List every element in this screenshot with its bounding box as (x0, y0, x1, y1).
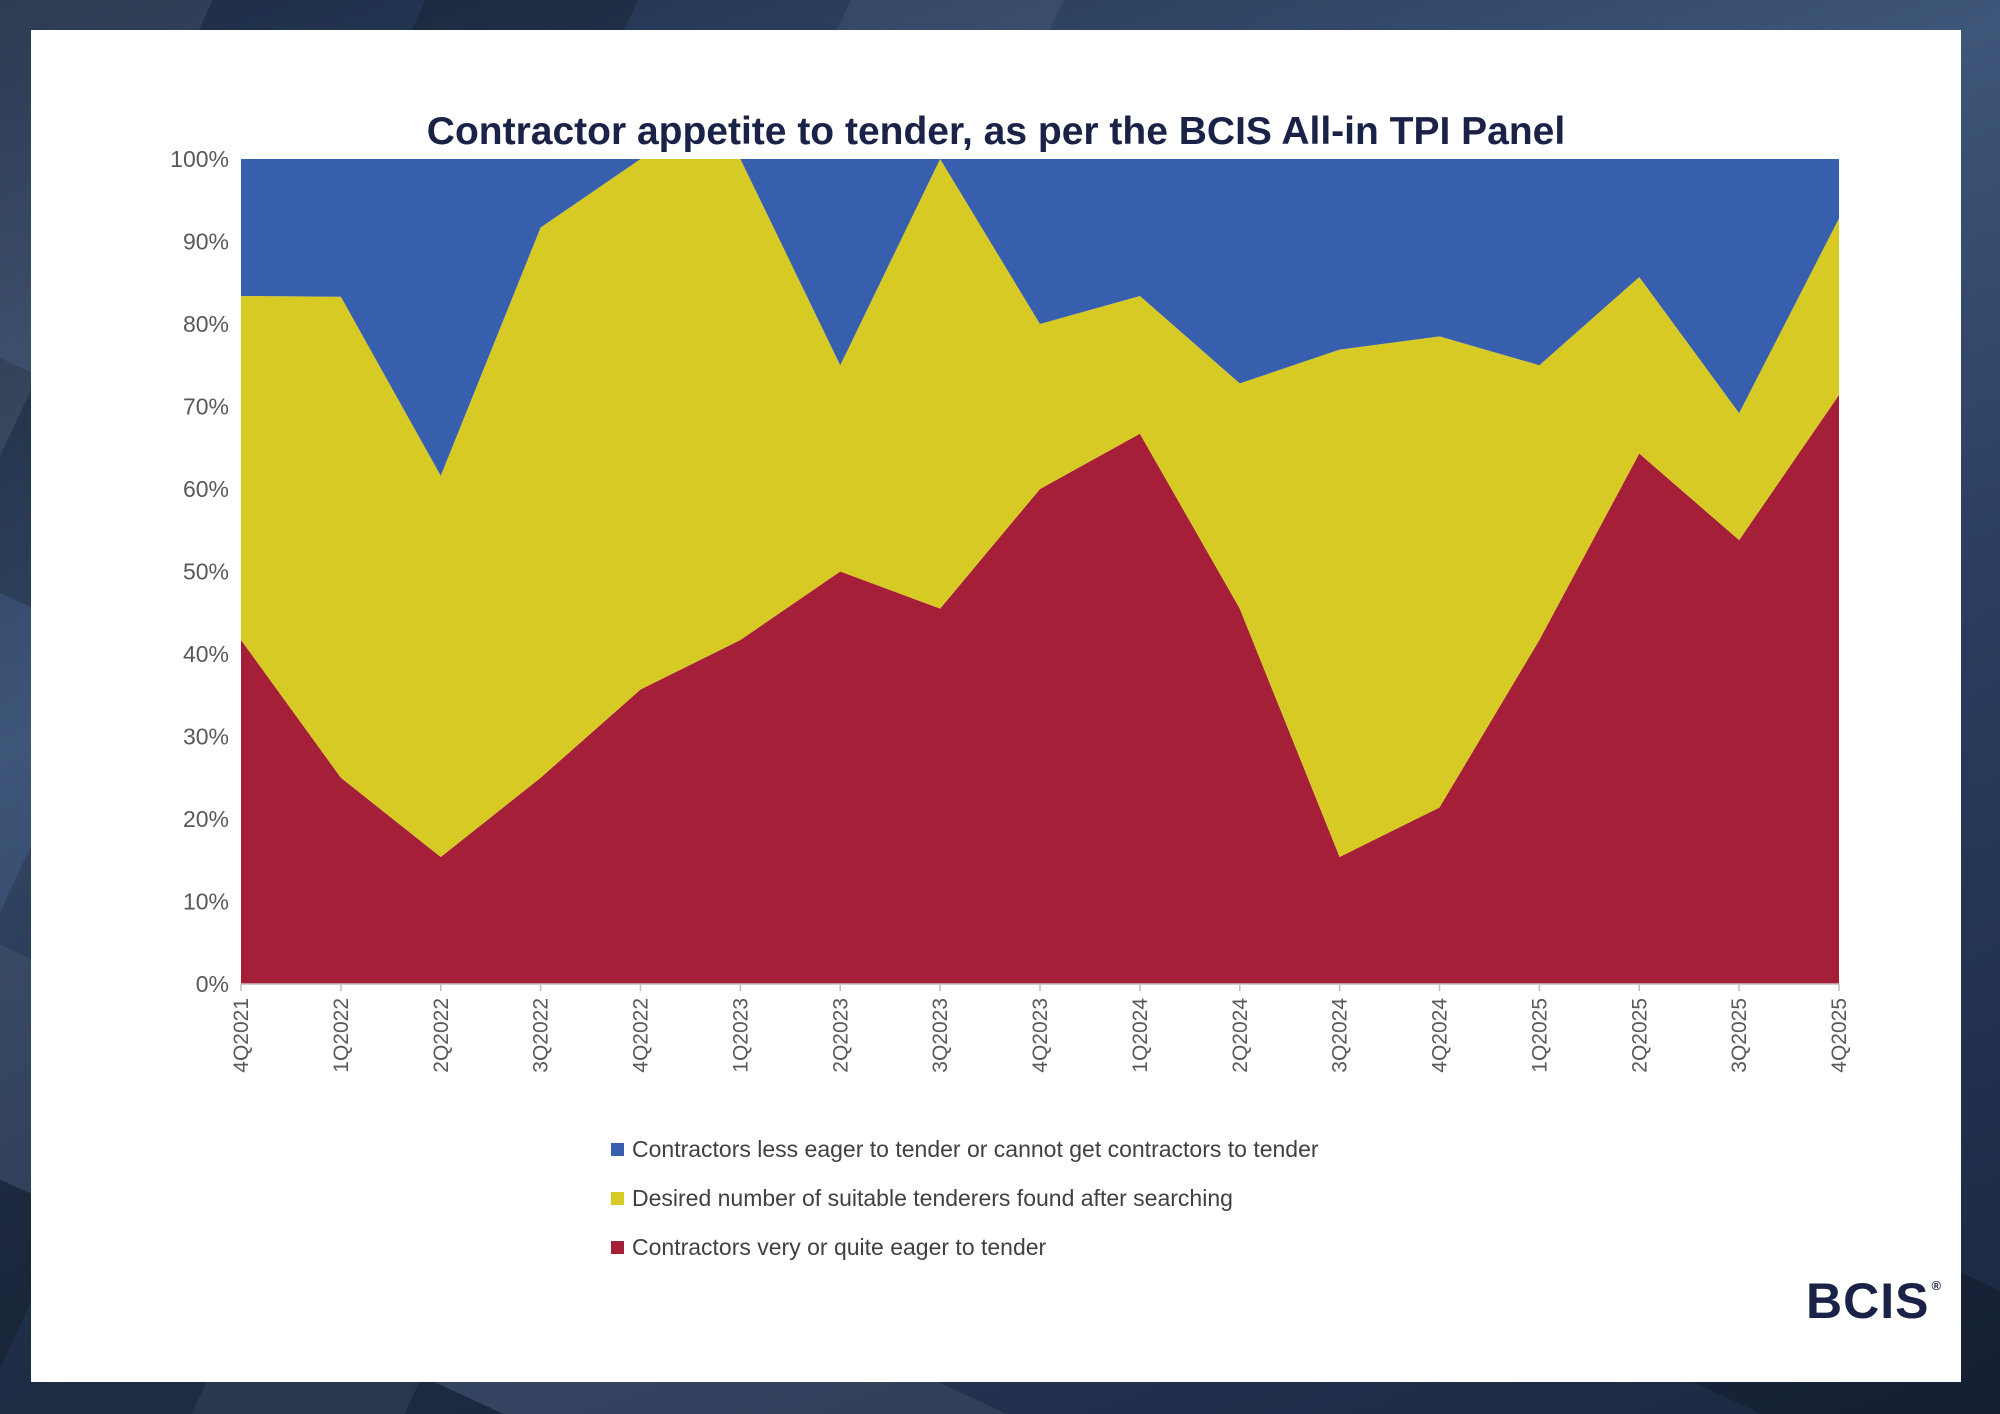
x-tick-label: 4Q2022 (630, 998, 653, 1073)
chart-title: Contractor appetite to tender, as per th… (426, 110, 1566, 153)
x-tick-label: 2Q2024 (1229, 998, 1252, 1073)
y-tick-label: 100% (170, 146, 229, 172)
x-tick-label: 4Q2023 (1029, 998, 1052, 1073)
y-tick-labels: 0% 10% 20% 30% 40% 50% 60% 70% 80% 90% 100% (170, 146, 229, 997)
legend: Contractors less eager to tender or cann… (611, 1125, 1319, 1272)
axes (240, 983, 1840, 991)
x-tick-label: 2Q2025 (1628, 998, 1651, 1073)
x-tick-label: 1Q2024 (1129, 998, 1152, 1073)
bcis-logo: BCIS ® (1806, 1272, 1942, 1330)
y-tick-label: 30% (183, 724, 229, 750)
area-series-1 (241, 159, 1839, 857)
legend-item-less-eager: Contractors less eager to tender or cann… (611, 1125, 1319, 1174)
x-tick-label: 2Q2022 (430, 998, 453, 1073)
x-tick-labels: 4Q2021 1Q2022 2Q2022 3Q2022 4Q2022 1Q2023 2Q20… (230, 998, 1851, 1073)
legend-swatch-blue (611, 1143, 624, 1156)
legend-label: Contractors very or quite eager to tende… (632, 1234, 1047, 1260)
logo-text: BCIS (1806, 1273, 1930, 1329)
x-tick-label: 1Q2025 (1528, 998, 1551, 1073)
y-tick-label: 80% (183, 311, 229, 337)
legend-item-desired-number: Desired number of suitable tenderers fou… (611, 1174, 1319, 1223)
legend-label: Contractors less eager to tender or cann… (632, 1136, 1319, 1162)
x-tick-label: 3Q2022 (530, 998, 553, 1073)
x-tick-label: 3Q2024 (1329, 998, 1352, 1073)
legend-swatch-yellow (611, 1192, 624, 1205)
x-tick-label: 1Q2023 (729, 998, 752, 1073)
legend-item-very-eager: Contractors very or quite eager to tende… (611, 1223, 1319, 1272)
x-tick-label: 3Q2023 (929, 998, 952, 1073)
y-tick-label: 40% (183, 641, 229, 667)
series-areas (241, 159, 1839, 984)
x-tick-label: 1Q2022 (330, 998, 353, 1073)
y-tick-label: 10% (183, 889, 229, 915)
y-tick-label: 70% (183, 394, 229, 420)
y-tick-label: 20% (183, 806, 229, 832)
chart-card: Contractor appetite to tender, as per th… (31, 30, 1961, 1382)
area-series-2 (241, 159, 1839, 476)
legend-swatch-red (611, 1241, 624, 1254)
area-chart: 0% 10% 20% 30% 40% 50% 60% 70% 80% 90% 100% 4Q2021… (170, 146, 1851, 1073)
y-tick-label: 0% (196, 971, 229, 997)
x-tick-label: 3Q2025 (1728, 998, 1751, 1073)
registered-mark: ® (1931, 1278, 1943, 1293)
x-tick-label: 4Q2025 (1828, 998, 1851, 1073)
x-tick-label: 4Q2021 (230, 998, 253, 1073)
legend-label: Desired number of suitable tenderers fou… (632, 1185, 1233, 1211)
x-tick-label: 2Q2023 (829, 998, 852, 1073)
y-tick-label: 50% (183, 559, 229, 585)
area-series-0 (241, 394, 1839, 984)
y-tick-label: 90% (183, 229, 229, 255)
x-tick-label: 4Q2024 (1429, 998, 1452, 1073)
y-tick-label: 60% (183, 476, 229, 502)
